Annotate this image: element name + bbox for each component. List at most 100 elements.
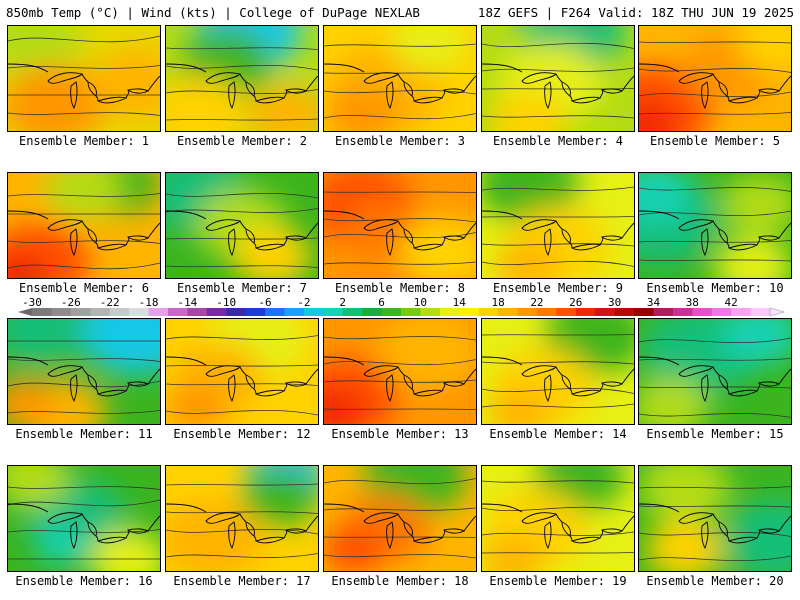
colorbar-segment	[498, 308, 519, 316]
temperature-field	[324, 173, 476, 278]
great-lakes-outline	[482, 356, 634, 403]
ensemble-member-label: Ensemble Member: 8	[334, 281, 466, 295]
colorbar-tick-label: 30	[608, 298, 621, 309]
ensemble-member-label: Ensemble Member: 12	[173, 427, 311, 441]
colorbar-segment	[109, 308, 130, 316]
ensemble-member-map	[165, 172, 319, 279]
colorbar-segment	[711, 308, 732, 316]
ensemble-member-map	[638, 25, 792, 132]
colorbar-tick-label: 14	[453, 298, 467, 309]
height-contours	[639, 187, 791, 262]
colorbar-segment	[517, 308, 538, 316]
temperature-field	[639, 466, 791, 571]
colorbar-tick-label: 18	[491, 298, 504, 309]
ensemble-member-label: Ensemble Member: 19	[489, 574, 627, 588]
great-lakes-outline	[8, 210, 160, 257]
colorbar-segment	[731, 308, 752, 316]
colorbar-tick-label: -6	[258, 298, 271, 309]
great-lakes-outline	[324, 210, 476, 257]
great-lakes-outline	[8, 503, 160, 550]
height-contours	[639, 486, 791, 562]
great-lakes-outline	[324, 63, 476, 110]
height-contours	[324, 478, 476, 559]
height-contours	[8, 486, 160, 560]
great-lakes-outline	[166, 210, 318, 257]
ensemble-member-map	[165, 25, 319, 132]
colorbar-tick-label: 42	[725, 298, 738, 309]
valid-time: 18Z GEFS | F264 Valid: 18Z THU JUN 19 20…	[477, 5, 794, 20]
ensemble-member-label: Ensemble Member: 10	[646, 281, 784, 295]
ensemble-member-label: Ensemble Member: 3	[334, 134, 466, 148]
colorbar-tick-label: 6	[378, 298, 385, 309]
height-contours	[166, 483, 318, 558]
temperature-field	[639, 173, 791, 278]
ensemble-member-label: Ensemble Member: 11	[15, 427, 153, 441]
temperature-field	[324, 319, 476, 424]
temperature-field	[8, 26, 160, 131]
colorbar-segment	[70, 308, 91, 316]
great-lakes-outline	[639, 210, 791, 257]
colorbar-segment	[284, 308, 305, 316]
ensemble-member-map	[481, 172, 635, 279]
colorbar-max-arrow	[769, 307, 785, 317]
colorbar-segment	[148, 308, 169, 316]
ensemble-member-label: Ensemble Member: 14	[489, 427, 627, 441]
ensemble-member-label: Ensemble Member: 9	[492, 281, 624, 295]
colorbar-segment	[459, 308, 480, 316]
ensemble-member-map	[638, 465, 792, 572]
height-contours	[639, 337, 791, 418]
temperature-field	[324, 26, 476, 131]
height-contours	[166, 335, 318, 416]
colorbar-segment	[187, 308, 208, 316]
ensemble-member-label: Ensemble Member: 16	[15, 574, 153, 588]
temperature-field	[8, 319, 160, 424]
colorbar-tick-label: -22	[100, 298, 120, 309]
height-contours	[8, 35, 160, 116]
colorbar-segment	[556, 308, 577, 316]
temperature-field	[166, 319, 318, 424]
temperature-field	[482, 26, 634, 131]
great-lakes-outline	[639, 63, 791, 110]
ensemble-member-map	[481, 318, 635, 425]
colorbar-tick-label: 38	[686, 298, 699, 309]
ensemble-member-label: Ensemble Member: 20	[646, 574, 784, 588]
colorbar-segment	[265, 308, 285, 316]
colorbar-segment	[634, 308, 654, 316]
great-lakes-outline	[482, 503, 634, 550]
colorbar-tick-label: 10	[414, 298, 427, 309]
great-lakes-outline	[166, 356, 318, 403]
great-lakes-outline	[324, 356, 476, 403]
colorbar-tick-label: -18	[139, 298, 159, 309]
colorbar-tick-label: 22	[530, 298, 543, 309]
ensemble-member-label: Ensemble Member: 2	[176, 134, 308, 148]
ensemble-member-map	[323, 465, 477, 572]
colorbar-tick-label: 26	[569, 298, 582, 309]
great-lakes-outline	[166, 503, 318, 550]
temperature-colorbar: -30 -26 -22 -18 -14 -10 -6 -2 2 6 10 14 18 22 26 30 34 38…	[18, 298, 785, 317]
temperature-field	[482, 466, 634, 571]
ensemble-member-label: Ensemble Member: 1	[18, 134, 150, 148]
colorbar-min-arrow	[18, 308, 32, 316]
ensemble-member-map	[165, 318, 319, 425]
height-contours	[324, 191, 476, 265]
great-lakes-outline	[324, 503, 476, 550]
ensemble-member-map	[7, 172, 161, 279]
colorbar-segment	[439, 308, 460, 316]
temperature-field	[482, 173, 634, 278]
ensemble-member-map	[7, 25, 161, 132]
temperature-field	[639, 26, 791, 131]
height-contours	[166, 47, 318, 121]
colorbar-tick-label: -2	[297, 298, 310, 309]
ensemble-member-label: Ensemble Member: 17	[173, 574, 311, 588]
colorbar-segment	[595, 308, 616, 316]
colorbar-segment	[90, 308, 111, 316]
temperature-field	[166, 26, 318, 131]
height-contours	[166, 192, 318, 268]
ensemble-member-label: Ensemble Member: 13	[331, 427, 469, 441]
map-title: 850mb Temp (°C) | Wind (kts) | College o…	[6, 5, 420, 20]
ensemble-member-map	[638, 318, 792, 425]
height-contours	[482, 186, 634, 267]
colorbar-segment	[51, 308, 72, 316]
colorbar-segment	[750, 308, 771, 316]
temperature-field	[166, 466, 318, 571]
